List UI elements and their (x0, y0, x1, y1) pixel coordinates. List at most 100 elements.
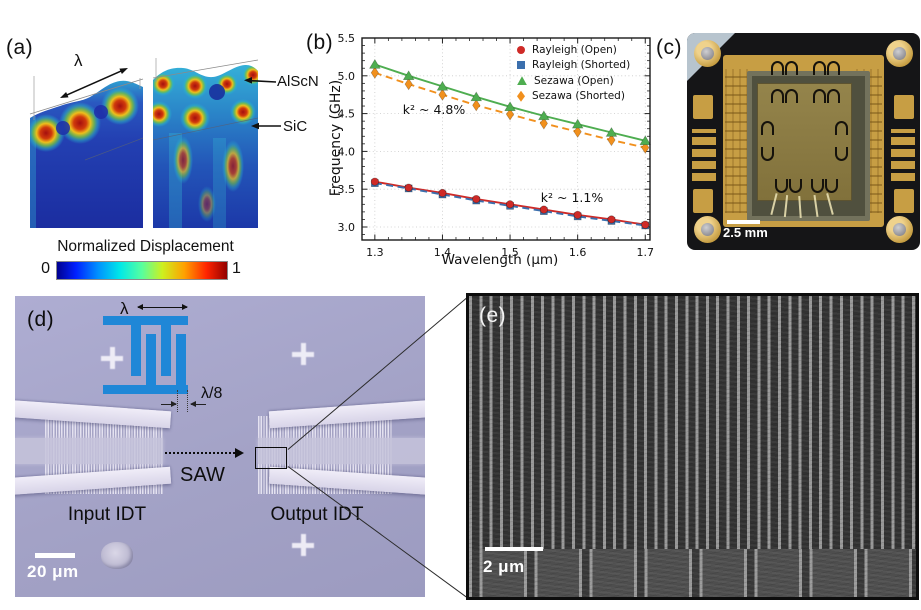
scale-bar (727, 220, 760, 224)
saw-propagation-arrow (165, 452, 235, 454)
alscn-arrow (244, 77, 277, 84)
bond-wire (785, 89, 798, 103)
frequency-vs-wavelength-chart: 1.3 1.4 1.5 1.6 1.7 3.0 3.5 4.0 4.5 5.0 5.5 (338, 32, 655, 259)
arrowhead-left-icon (190, 401, 196, 407)
schematic-finger (161, 325, 171, 376)
square-marker-icon (517, 61, 525, 70)
rayleigh-mode-image (29, 76, 144, 228)
panel-e-label: (e) (479, 304, 507, 327)
diamond-marker-icon (517, 90, 525, 102)
bond-wire (771, 89, 784, 103)
colorbar-min-label: 0 (41, 260, 50, 277)
input-idt-aperture (15, 438, 163, 464)
bond-wire (811, 179, 824, 193)
panel-a-label: (a) (6, 36, 34, 59)
schematic-finger (176, 334, 186, 385)
svg-text:5.5: 5.5 (338, 32, 356, 45)
bond-wire (789, 179, 802, 193)
scale-bar (485, 547, 543, 551)
svg-text:1.7: 1.7 (637, 246, 655, 259)
bond-wire (825, 179, 838, 193)
arrowhead-right-icon (182, 303, 188, 310)
legend-item-rayleigh-shorted: Rayleigh (Shorted) (517, 58, 630, 74)
svg-text:4.0: 4.0 (338, 145, 356, 158)
zoom-region-rectangle (255, 447, 287, 469)
colorbar-title: Normalized Displacement (57, 238, 234, 255)
package-pad-grid (891, 129, 915, 181)
package-screw-pad (694, 40, 721, 67)
sezawa-mode-image (152, 58, 259, 228)
scale-bar-label: 2.5 mm (723, 225, 768, 240)
saw-label: SAW (180, 464, 225, 486)
svg-text:1.6: 1.6 (569, 246, 587, 259)
sem-noise-texture (469, 296, 916, 597)
coupling-annotation-sezawa: k² ~ 4.8% (402, 102, 466, 117)
package-side-pad (894, 95, 914, 119)
output-idt-aperture (258, 438, 425, 464)
pitch-arrow-right (190, 401, 206, 407)
bond-wire (785, 61, 798, 75)
bond-wire (775, 179, 788, 193)
dust-particle (101, 542, 133, 569)
lambda-symbol: λ (74, 51, 83, 70)
idt-finger-ends (469, 549, 916, 597)
scale-bar-label: 2 μm (483, 557, 525, 576)
panel-d-label: (d) (27, 308, 55, 331)
optical-micrograph: (d) λ λ/ (15, 296, 425, 597)
alscn-layer-label: AlScN (277, 73, 319, 90)
scale-bar-label: 20 μm (27, 562, 79, 581)
schematic-finger (131, 325, 141, 376)
lambda-arrow (137, 303, 188, 310)
lambda-symbol: λ (120, 299, 129, 318)
circle-marker-icon (517, 45, 525, 54)
input-idt-label: Input IDT (67, 504, 147, 525)
schematic-bottom-rail (103, 385, 188, 394)
svg-text:3.5: 3.5 (338, 183, 356, 196)
pitch-label: λ/8 (201, 385, 223, 402)
package-side-pad (894, 189, 914, 213)
arrowhead-left-icon (137, 303, 143, 310)
idt-schematic (103, 316, 188, 394)
idt-finger-stripes (469, 296, 916, 549)
svg-text:4.5: 4.5 (338, 108, 356, 121)
panel-c-label: (c) (656, 36, 682, 59)
bond-wire (771, 61, 784, 75)
bond-wire (835, 121, 848, 135)
legend-label: Sezawa (Open) (534, 74, 614, 87)
triangle-marker-icon (517, 76, 527, 86)
legend-item-rayleigh-open: Rayleigh (Open) (517, 42, 630, 58)
alignment-cross-icon (101, 347, 123, 369)
legend-label: Rayleigh (Open) (532, 43, 617, 56)
chart-legend: Rayleigh (Open) Rayleigh (Shorted) Sezaw… (517, 42, 630, 104)
sem-micrograph: (e) 2 μm (466, 293, 919, 600)
scale-bar (35, 553, 75, 558)
schematic-top-rail (103, 316, 188, 325)
bond-wire (761, 147, 774, 161)
legend-label: Rayleigh (Shorted) (532, 59, 631, 72)
fanout-traces-left (725, 69, 751, 213)
lambda-arrow (60, 68, 128, 98)
output-idt-label: Output IDT (270, 504, 364, 525)
bond-wire (827, 89, 840, 103)
package-side-pad (693, 189, 713, 213)
packaged-chip-photo: 2.5 mm (687, 33, 920, 250)
panel-b-label: (b) (306, 31, 334, 54)
svg-text:3.0: 3.0 (338, 221, 356, 234)
pitch-guide-line (177, 390, 178, 412)
pitch-guide-line (187, 390, 188, 412)
pitch-arrow-left (161, 401, 177, 407)
package-side-pad (693, 95, 713, 119)
jet-colorbar (56, 261, 228, 280)
bond-wire (761, 121, 774, 135)
bond-wire (827, 61, 840, 75)
bond-wire (813, 61, 826, 75)
saw-arrowhead-icon (235, 448, 244, 458)
svg-text:1.5: 1.5 (501, 246, 519, 259)
y-axis-label: Frequency (GHz) (328, 79, 344, 197)
legend-label: Sezawa (Shorted) (532, 90, 625, 103)
legend-item-sezawa-open: Sezawa (Open) (517, 73, 630, 89)
alignment-cross-icon (292, 534, 314, 556)
arrowhead-right-icon (171, 401, 177, 407)
colorbar-max-label: 1 (232, 260, 241, 277)
